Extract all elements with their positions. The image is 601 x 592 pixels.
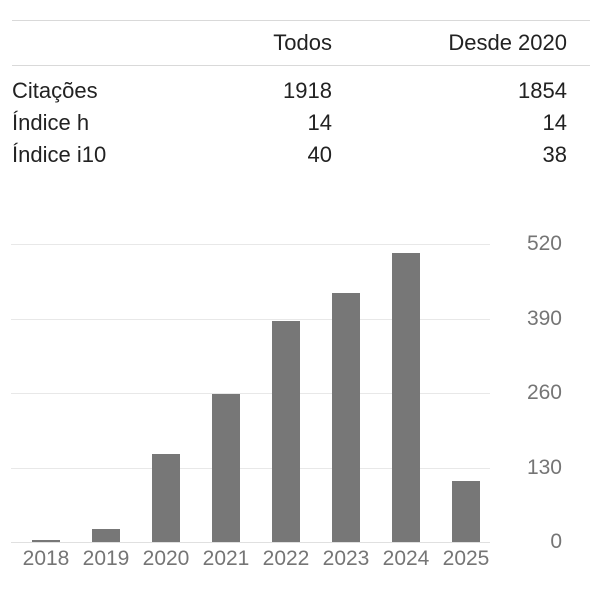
row-label-h-index: Índice h <box>12 110 90 135</box>
i10-index-since-value: 38 <box>542 142 567 167</box>
table-row-h-index: Índice h 14 14 <box>12 107 590 139</box>
row-label-citations: Citações <box>12 78 98 103</box>
gridline-130 <box>11 468 490 469</box>
col-header-desde-2020: Desde 2020 <box>332 20 590 66</box>
empty-header-cell <box>12 20 152 66</box>
x-tick-2022: 2022 <box>262 547 310 570</box>
x-tick-2018: 2018 <box>22 547 70 570</box>
citation-bar-2021[interactable] <box>212 394 240 542</box>
h-index-since-value: 14 <box>542 110 567 135</box>
table-row-i10-index: Índice i10 40 38 <box>12 139 590 171</box>
y-tick-130: 130 <box>526 456 562 479</box>
col-header-todos: Todos <box>152 20 332 66</box>
i10-index-all-value: 40 <box>307 142 332 167</box>
table-header-row: Todos Desde 2020 <box>12 20 590 66</box>
y-tick-390: 390 <box>526 307 562 330</box>
citations-since-value: 1854 <box>518 78 567 103</box>
citation-bar-2018[interactable] <box>32 540 60 542</box>
citation-bar-2024[interactable] <box>392 253 420 542</box>
citation-bar-2023[interactable] <box>332 293 360 542</box>
x-tick-2024: 2024 <box>382 547 430 570</box>
y-tick-520: 520 <box>526 232 562 255</box>
x-tick-2023: 2023 <box>322 547 370 570</box>
h-index-all-value: 14 <box>307 110 332 135</box>
citation-bar-2020[interactable] <box>152 454 180 542</box>
x-tick-2019: 2019 <box>82 547 130 570</box>
y-tick-260: 260 <box>526 381 562 404</box>
citation-stats-table: Todos Desde 2020 Citações 1918 1854 Índi… <box>12 20 590 171</box>
gridline-520 <box>11 244 490 245</box>
citations-all-value: 1918 <box>283 78 332 103</box>
citation-bar-2022[interactable] <box>272 321 300 542</box>
citation-bar-2019[interactable] <box>92 529 120 542</box>
x-tick-2025: 2025 <box>442 547 490 570</box>
citations-per-year-chart: 0 130 260 390 520 2018 2019 2020 2021 2022 2023 202… <box>0 215 601 592</box>
table-row-citations: Citações 1918 1854 <box>12 66 590 108</box>
gridline-0 <box>11 542 490 543</box>
gridline-260 <box>11 393 490 394</box>
gridline-390 <box>11 319 490 320</box>
x-tick-2021: 2021 <box>202 547 250 570</box>
row-label-i10-index: Índice i10 <box>12 142 107 167</box>
citation-bar-2025[interactable] <box>452 481 480 542</box>
x-tick-2020: 2020 <box>142 547 190 570</box>
y-tick-0: 0 <box>550 530 562 553</box>
